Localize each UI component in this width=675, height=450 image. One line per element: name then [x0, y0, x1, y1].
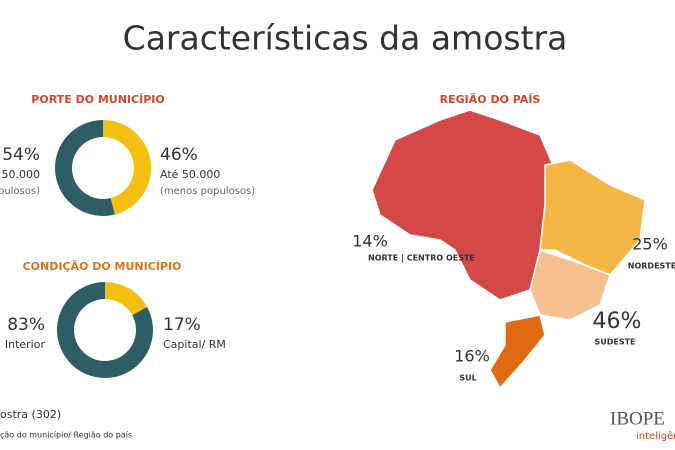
donut-slice [105, 282, 148, 316]
map-region [489, 314, 546, 390]
region-label: NORDESTE [628, 262, 675, 271]
logo-sub: inteligên [636, 430, 675, 442]
region-label: NORTE | CENTRO OESTE [368, 254, 475, 263]
region-label: SUDESTE [594, 338, 635, 347]
footnote: ostra (302) [0, 408, 61, 421]
chart-title: REGIÃO DO PAÍS [440, 93, 541, 106]
slide-title: Características da amostra [123, 19, 568, 58]
chart-title: CONDIÇÃO DO MUNICÍPIO [23, 260, 182, 273]
donut-slice [103, 120, 151, 215]
value-label: 16% [454, 347, 490, 366]
footnote: ção do município/ Região do país [0, 431, 132, 440]
value-label: 14% [352, 232, 388, 251]
category-label: Interior [5, 338, 46, 351]
map-region [529, 249, 611, 321]
logo: IBOPE [610, 408, 665, 429]
donut-slice [54, 120, 115, 216]
category-label: e 50.000 [0, 168, 40, 181]
chart-title: PORTE DO MUNICÍPIO [31, 93, 164, 106]
value-label: 54% [2, 145, 40, 165]
donut-slice [56, 282, 153, 379]
value-label: 83% [7, 315, 45, 335]
value-label: 46% [160, 145, 198, 165]
region-label: SUL [459, 374, 476, 383]
category-description: populosos) [0, 186, 40, 197]
category-label: Até 50.000 [160, 168, 220, 181]
value-label: 25% [632, 235, 668, 254]
value-label: 46% [593, 309, 642, 334]
value-label: 17% [163, 315, 201, 335]
category-description: (menos populosos) [160, 186, 255, 197]
category-label: Capital/ RM [163, 338, 226, 351]
